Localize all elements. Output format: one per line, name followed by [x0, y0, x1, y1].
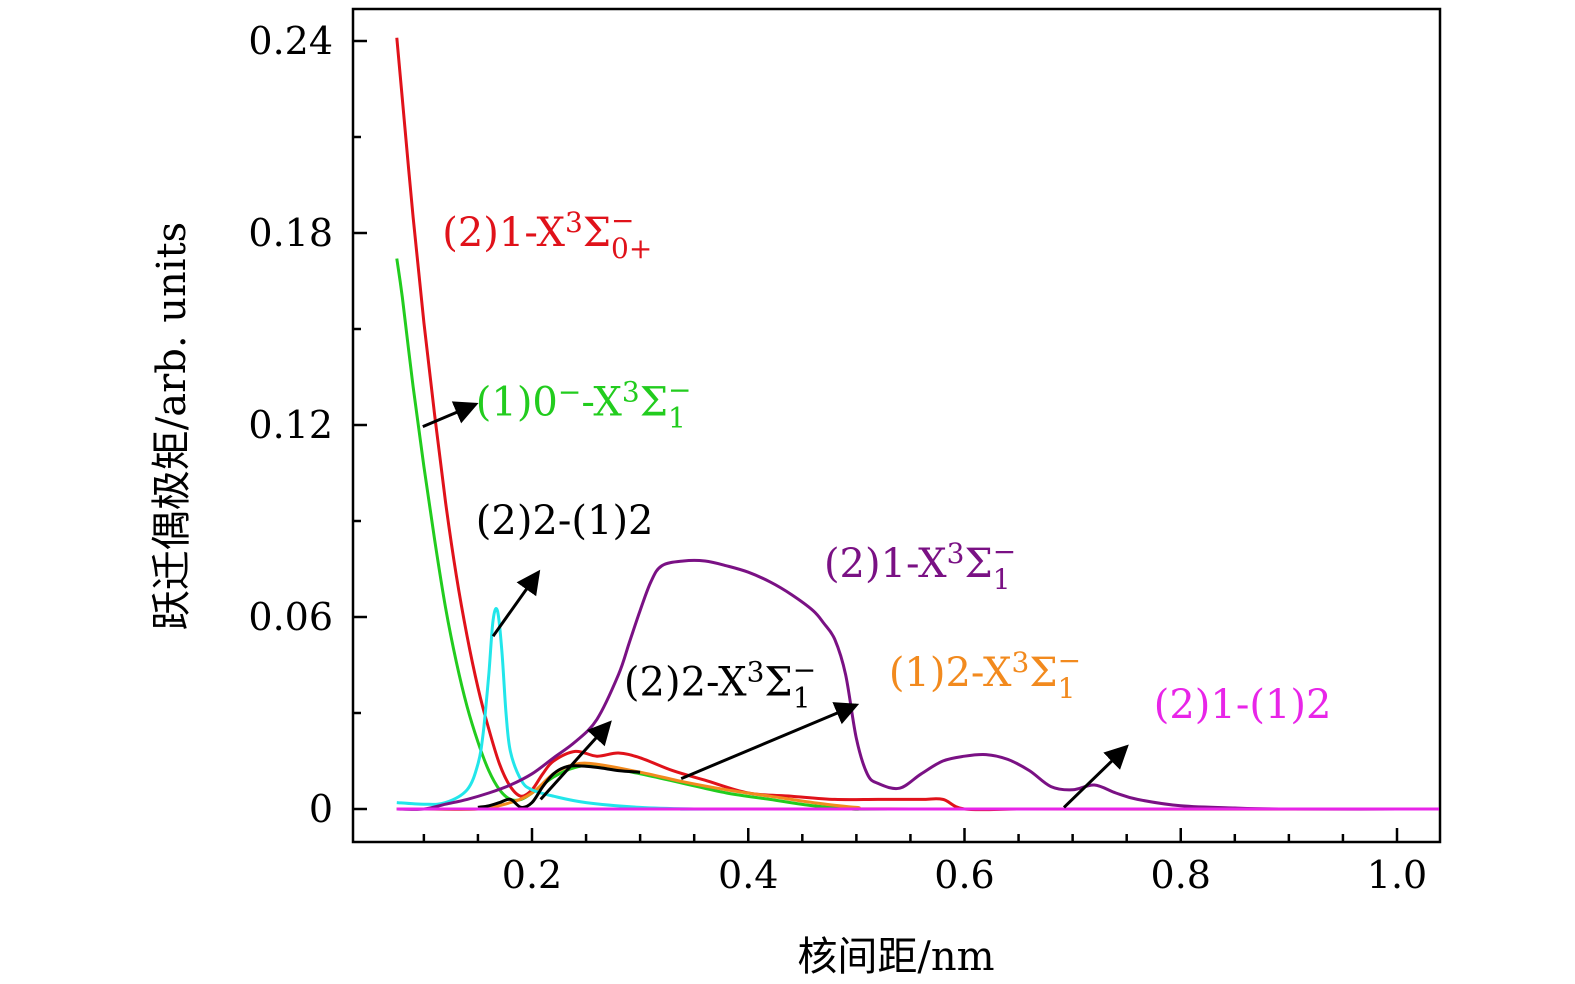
annotation-purple: (2)1-X3Σ− 1	[824, 535, 1016, 596]
y-tick-label: 0.18	[248, 211, 333, 255]
x-tick-label: 0.8	[1151, 853, 1211, 897]
y-tick-label: 0	[309, 787, 333, 831]
cyan-arrow	[491, 569, 541, 638]
annotation-orange: (1)2-X3Σ− 1	[889, 644, 1081, 705]
annotation-green: (1)0−-X3Σ− 1	[476, 373, 692, 434]
y-tick-label: 0.06	[248, 595, 333, 639]
green-arrow	[422, 401, 479, 428]
series-annotations: (2)1-X3Σ− 0+ (1)0−-X3Σ− 1 (2)2-(1)2 (2)1-X3Σ−…	[442, 204, 1331, 728]
x-tick-label: 0.6	[934, 853, 994, 897]
y-tick-label: 0.24	[248, 19, 333, 63]
series-line-black	[477, 764, 641, 809]
series-line-red	[395, 37, 1439, 812]
annotation-black2: (2)2-X3Σ− 1	[624, 653, 816, 714]
annotation-arrows	[422, 401, 1129, 809]
series-line-purple	[396, 558, 1440, 811]
magenta-arrow	[1062, 744, 1129, 809]
y-axis-title: 跃迁偶极矩/arb. units	[149, 222, 195, 630]
orange-arrow	[680, 702, 860, 780]
axis-ticks	[353, 39, 1399, 842]
y-tick-label: 0.12	[248, 403, 333, 447]
annotation-red: (2)1-X3Σ− 0+	[442, 204, 652, 265]
series-lines	[395, 37, 1440, 812]
x-tick-label: 0.4	[718, 853, 778, 897]
annotation-magenta: (2)1-(1)2	[1154, 682, 1332, 728]
x-tick-label: 0.2	[502, 853, 562, 897]
x-tick-label: 1.0	[1367, 853, 1427, 897]
tick-labels: 0.2 0.4 0.6 0.8 1.0 0 0.06 0.12 0.18 0.24	[248, 19, 1427, 897]
black-arrow	[539, 720, 612, 801]
x-axis-title: 核间距/nm	[797, 934, 994, 980]
annotation-black1: (2)2-(1)2	[476, 498, 654, 544]
